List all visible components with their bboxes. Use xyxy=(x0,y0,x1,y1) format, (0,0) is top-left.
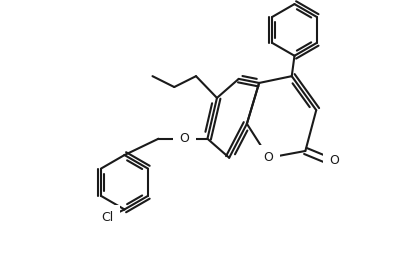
Text: O: O xyxy=(179,132,189,145)
Text: O: O xyxy=(330,154,339,167)
Text: Cl: Cl xyxy=(101,211,114,224)
Text: O: O xyxy=(264,151,274,164)
